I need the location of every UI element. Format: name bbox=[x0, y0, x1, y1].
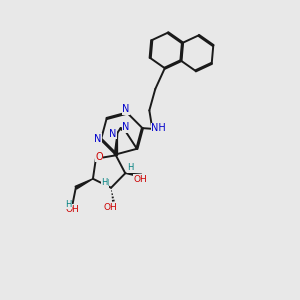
Polygon shape bbox=[75, 179, 93, 189]
Polygon shape bbox=[125, 173, 142, 177]
Text: OH: OH bbox=[103, 203, 117, 212]
Text: OH: OH bbox=[133, 175, 147, 184]
Text: OH: OH bbox=[66, 205, 80, 214]
Text: H: H bbox=[102, 179, 108, 188]
Text: N: N bbox=[94, 134, 101, 144]
Text: O: O bbox=[95, 152, 103, 162]
Text: N: N bbox=[122, 104, 130, 114]
Text: N: N bbox=[122, 122, 130, 132]
Text: H: H bbox=[65, 200, 72, 208]
Text: N: N bbox=[110, 128, 117, 139]
Text: H: H bbox=[101, 178, 108, 187]
Polygon shape bbox=[114, 133, 118, 155]
Text: NH: NH bbox=[152, 123, 166, 133]
Text: H: H bbox=[128, 164, 134, 172]
